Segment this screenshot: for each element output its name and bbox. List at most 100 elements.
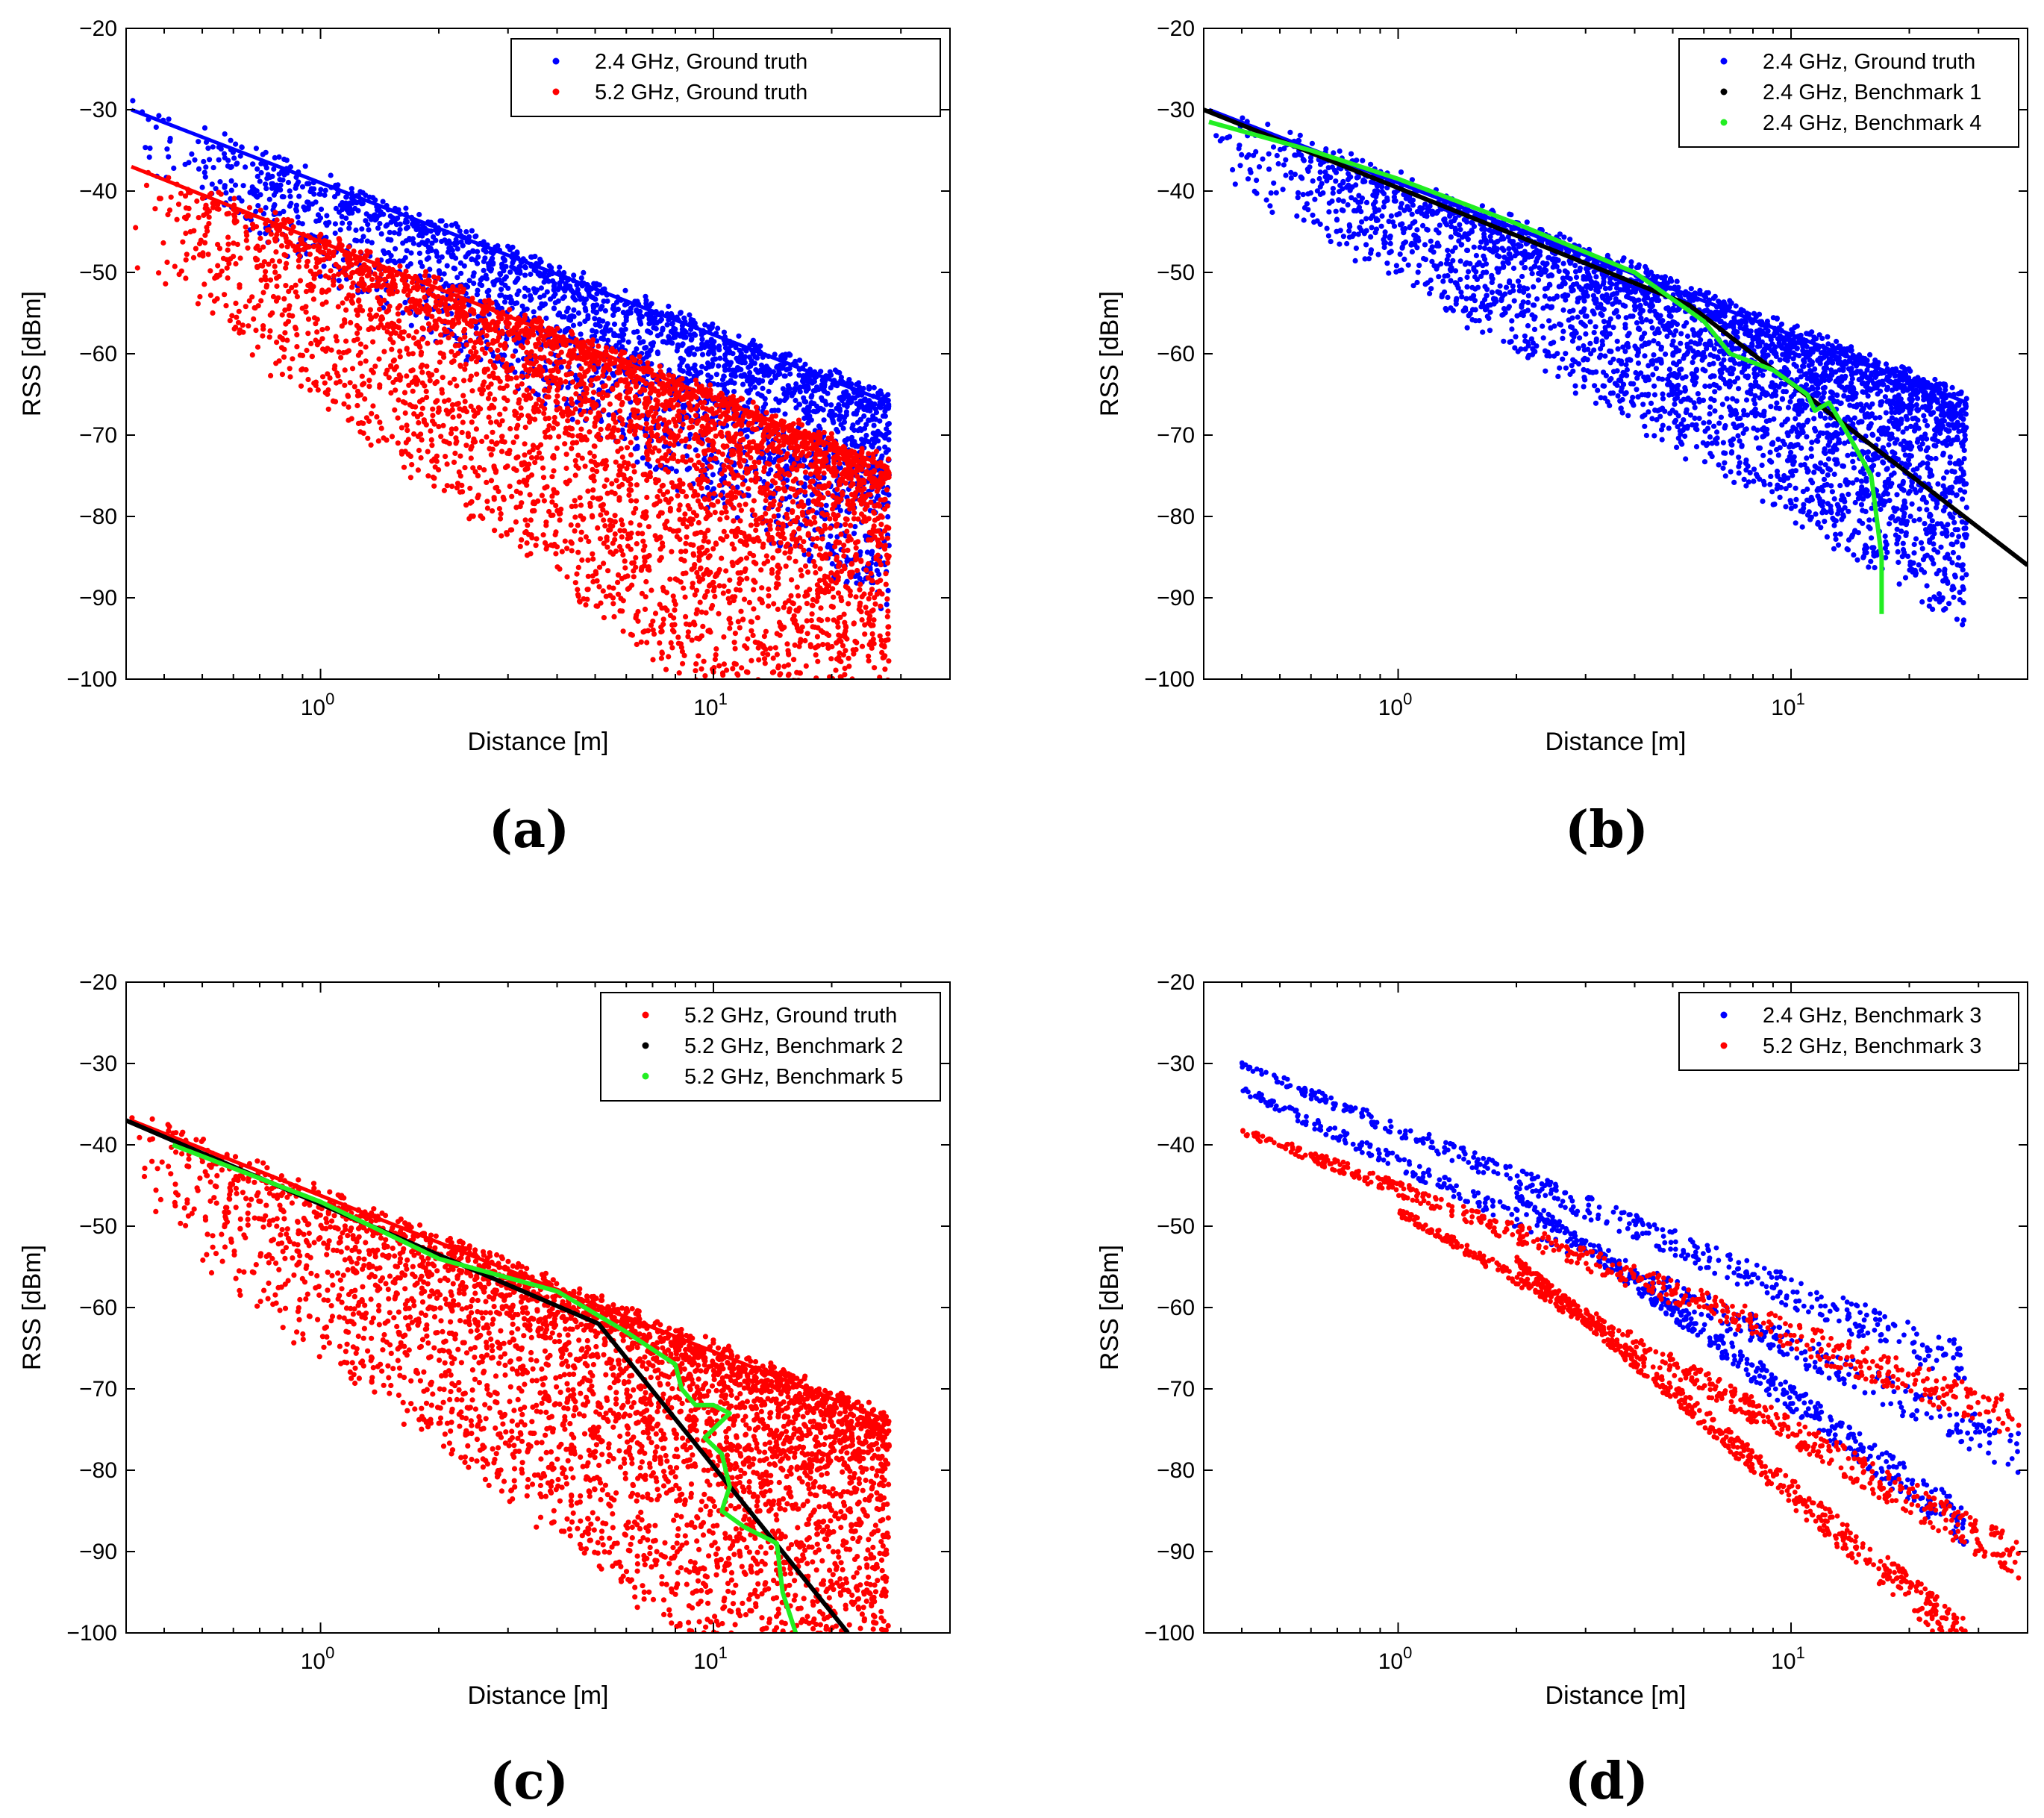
data-point xyxy=(775,665,781,671)
data-point xyxy=(650,340,657,346)
data-point xyxy=(878,497,884,503)
data-point xyxy=(602,466,608,472)
data-point xyxy=(156,113,162,119)
data-point xyxy=(742,373,748,379)
data-point xyxy=(576,293,582,299)
data-point xyxy=(322,273,328,279)
data-point xyxy=(814,446,820,452)
data-point xyxy=(787,386,793,392)
data-point xyxy=(700,623,706,630)
data-point xyxy=(862,631,868,637)
data-point xyxy=(472,257,478,263)
data-point xyxy=(479,438,485,445)
data-point xyxy=(682,594,688,600)
data-point xyxy=(665,388,672,394)
data-point xyxy=(703,690,708,695)
data-point xyxy=(457,228,463,234)
data-point xyxy=(596,564,603,570)
data-point xyxy=(652,466,659,472)
data-point xyxy=(680,402,686,409)
data-point xyxy=(819,536,825,542)
data-point xyxy=(766,506,772,512)
data-point xyxy=(743,566,748,572)
data-point xyxy=(858,792,863,797)
data-point xyxy=(590,551,596,557)
data-point xyxy=(775,569,781,575)
data-point xyxy=(837,650,843,656)
data-point xyxy=(298,383,304,389)
data-point xyxy=(497,516,504,522)
data-point xyxy=(419,233,425,239)
data-point xyxy=(537,346,543,352)
data-point xyxy=(572,580,578,586)
data-point xyxy=(654,418,660,424)
data-point xyxy=(822,522,828,528)
data-point xyxy=(366,326,372,333)
data-point xyxy=(872,601,878,607)
data-point xyxy=(860,385,866,392)
data-point xyxy=(416,419,422,426)
data-point xyxy=(302,163,308,169)
data-point xyxy=(845,538,851,544)
data-point xyxy=(429,372,435,378)
data-point xyxy=(868,570,874,577)
data-point xyxy=(436,424,442,430)
data-point xyxy=(666,367,672,373)
data-point xyxy=(805,569,811,575)
data-point xyxy=(781,486,787,492)
data-point xyxy=(427,378,433,384)
data-point xyxy=(369,367,375,373)
data-point xyxy=(709,325,715,331)
data-point xyxy=(588,382,594,388)
data-point xyxy=(828,402,834,408)
data-point xyxy=(652,610,659,616)
data-point xyxy=(818,369,824,375)
data-point xyxy=(532,254,538,260)
data-point xyxy=(799,463,805,469)
data-point xyxy=(760,404,766,410)
data-point xyxy=(754,705,760,710)
data-point xyxy=(657,318,663,324)
data-point xyxy=(416,211,422,218)
data-point xyxy=(257,230,263,237)
data-point xyxy=(766,388,772,395)
data-point xyxy=(319,336,325,342)
data-point xyxy=(772,407,778,413)
data-point xyxy=(304,347,310,354)
data-point xyxy=(793,711,798,716)
data-point xyxy=(504,324,510,330)
data-point xyxy=(868,499,874,505)
data-point xyxy=(399,425,405,431)
data-point xyxy=(269,257,275,263)
data-point xyxy=(308,340,314,346)
data-point xyxy=(605,337,611,343)
data-point xyxy=(281,346,287,352)
data-point xyxy=(762,660,768,666)
data-point xyxy=(819,587,825,594)
data-point xyxy=(147,146,153,152)
data-point xyxy=(429,240,435,246)
data-point xyxy=(865,560,872,567)
data-point xyxy=(828,603,834,610)
data-point xyxy=(274,231,280,237)
data-point xyxy=(183,216,189,222)
data-point xyxy=(855,428,861,434)
data-point xyxy=(748,619,754,625)
data-point xyxy=(484,499,490,505)
data-point xyxy=(660,339,666,345)
data-point xyxy=(713,433,719,439)
data-point xyxy=(403,238,409,244)
data-point xyxy=(287,188,293,194)
data-point xyxy=(885,784,890,790)
data-point xyxy=(654,377,660,383)
data-point xyxy=(782,690,787,696)
data-point xyxy=(400,310,406,316)
data-point xyxy=(339,213,345,219)
data-point xyxy=(485,341,491,348)
data-point xyxy=(504,336,510,342)
data-point xyxy=(831,419,837,425)
data-point xyxy=(552,291,558,297)
data-point xyxy=(570,322,577,328)
data-point xyxy=(612,513,618,519)
data-point xyxy=(657,463,663,469)
